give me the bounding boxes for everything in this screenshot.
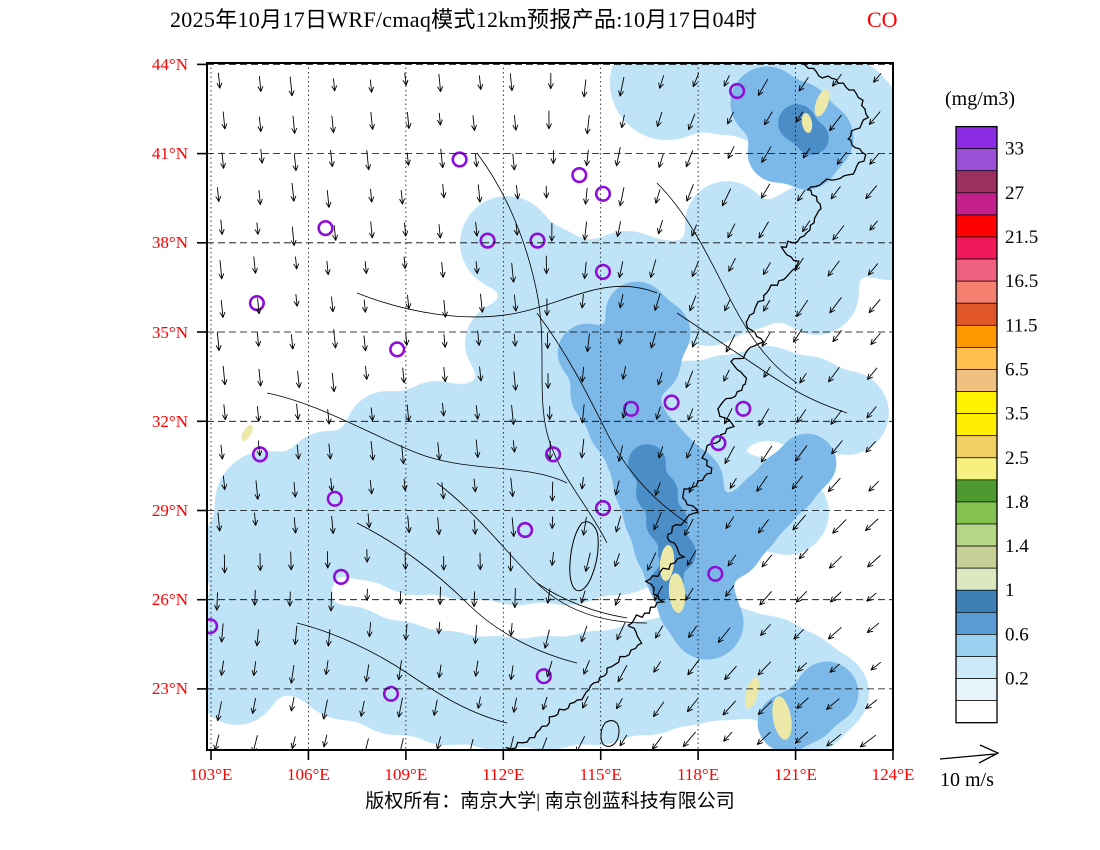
svg-text:41°N: 41°N [152,144,188,163]
svg-text:112°E: 112°E [482,765,524,784]
svg-text:33: 33 [1005,139,1024,160]
svg-text:16.5: 16.5 [1005,271,1038,292]
svg-text:103°E: 103°E [190,765,233,784]
svg-text:21.5: 21.5 [1005,227,1038,248]
svg-text:27: 27 [1005,183,1024,204]
svg-text:118°E: 118°E [677,765,719,784]
svg-text:121°E: 121°E [774,765,817,784]
svg-text:26°N: 26°N [152,590,188,609]
svg-text:11.5: 11.5 [1005,315,1038,336]
svg-text:1.4: 1.4 [1005,536,1029,557]
svg-text:35°N: 35°N [152,323,188,342]
svg-text:10 m/s: 10 m/s [940,769,994,791]
svg-text:115°E: 115°E [580,765,622,784]
svg-text:23°N: 23°N [152,679,188,698]
svg-text:CO: CO [867,7,898,32]
svg-text:版权所有：南京大学| 南京创蓝科技有限公司: 版权所有：南京大学| 南京创蓝科技有限公司 [365,790,735,812]
svg-text:106°E: 106°E [287,765,330,784]
svg-text:1.8: 1.8 [1005,492,1029,513]
svg-text:109°E: 109°E [385,765,428,784]
svg-text:0.6: 0.6 [1005,624,1029,645]
svg-text:124°E: 124°E [872,765,915,784]
svg-text:3.5: 3.5 [1005,404,1029,425]
svg-text:2025年10月17日WRF/cmaq模式12km预报产品:: 2025年10月17日WRF/cmaq模式12km预报产品:10月17日04时 [170,7,757,32]
svg-text:38°N: 38°N [152,233,188,252]
svg-text:2.5: 2.5 [1005,448,1029,469]
svg-text:1: 1 [1005,580,1015,601]
svg-text:0.2: 0.2 [1005,669,1029,690]
svg-text:6.5: 6.5 [1005,359,1029,380]
svg-text:44°N: 44°N [152,55,188,74]
svg-text:29°N: 29°N [152,501,188,520]
svg-text:32°N: 32°N [152,412,188,431]
svg-text:(mg/m3): (mg/m3) [945,88,1015,110]
